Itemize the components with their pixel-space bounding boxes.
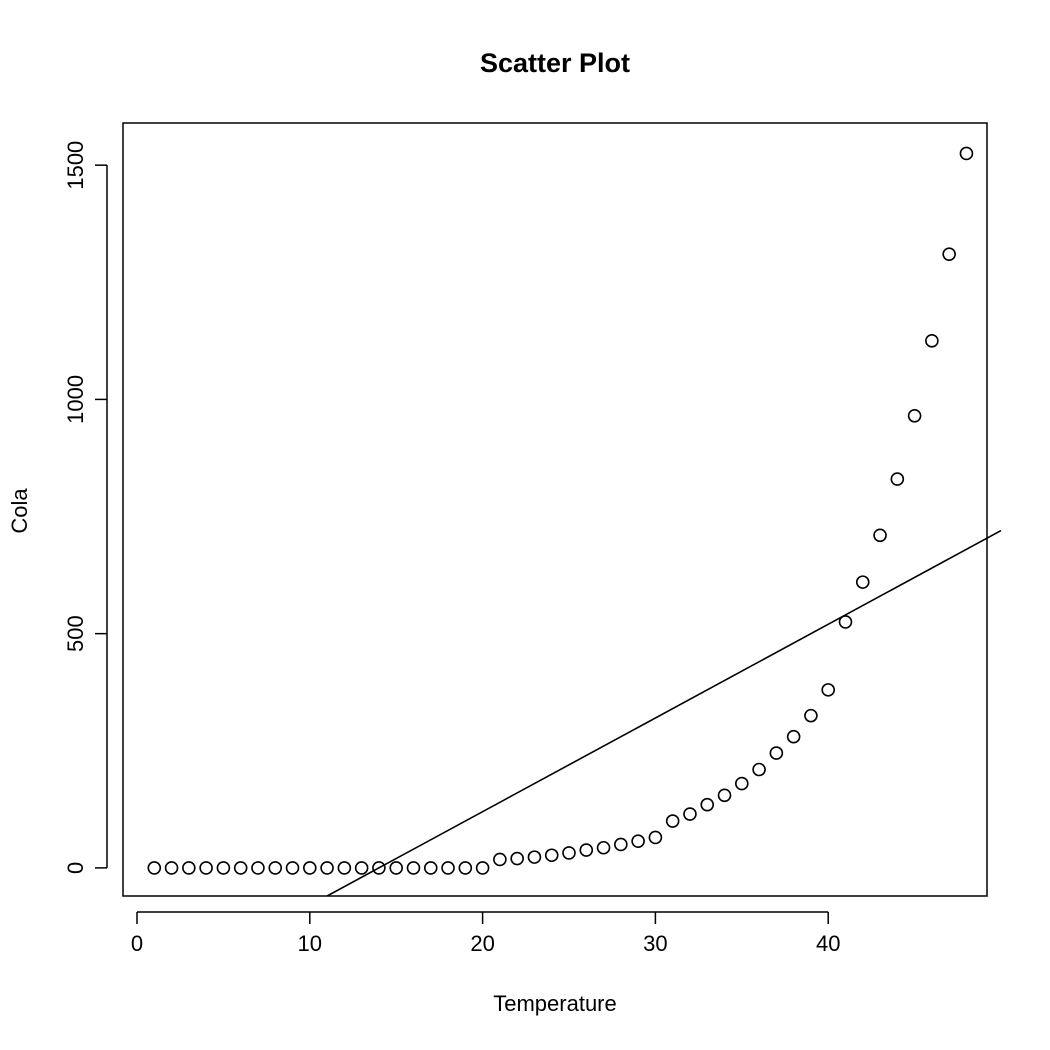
data-point xyxy=(804,708,818,723)
data-point xyxy=(959,146,974,161)
y-tick-label: 0 xyxy=(63,862,88,874)
x-axis-label: Temperature xyxy=(493,991,617,1016)
data-point xyxy=(717,788,732,803)
x-tick-label: 40 xyxy=(816,931,840,956)
data-point xyxy=(544,848,559,863)
data-point xyxy=(337,861,352,875)
data-point xyxy=(251,861,265,875)
data-point xyxy=(458,861,473,875)
fit-line-layer xyxy=(326,529,1002,897)
data-point xyxy=(700,797,715,812)
data-point xyxy=(372,861,386,875)
y-tick-label: 1000 xyxy=(63,375,88,424)
x-tick-label: 0 xyxy=(131,931,143,956)
data-point xyxy=(665,814,680,828)
data-point xyxy=(562,846,576,860)
data-point xyxy=(579,843,594,857)
data-point xyxy=(147,861,162,875)
data-point xyxy=(233,861,248,875)
data-point xyxy=(734,776,749,791)
data-point xyxy=(510,851,524,866)
data-point xyxy=(648,830,663,845)
data-point xyxy=(423,861,438,875)
x-axis: 0 10 20 30 40 xyxy=(131,911,840,956)
data-point xyxy=(769,746,784,760)
y-tick-label: 500 xyxy=(63,615,88,652)
data-point xyxy=(182,861,196,875)
data-point xyxy=(838,615,853,629)
data-point xyxy=(302,861,317,875)
x-tick-label: 30 xyxy=(643,931,667,956)
data-point xyxy=(596,840,611,855)
chart-title: Scatter Plot xyxy=(480,48,630,78)
data-point xyxy=(475,861,490,875)
data-point xyxy=(821,683,836,697)
data-point xyxy=(199,861,213,875)
data-point xyxy=(942,247,956,261)
data-point xyxy=(631,834,645,848)
data-point xyxy=(527,850,542,864)
data-point xyxy=(873,528,887,543)
data-point xyxy=(614,837,628,852)
data-point xyxy=(406,861,421,875)
data-point xyxy=(683,807,697,821)
data-point xyxy=(320,861,334,875)
y-axis-label: Cola xyxy=(7,488,32,534)
data-point xyxy=(285,861,300,875)
data-point xyxy=(354,861,369,875)
points-layer xyxy=(147,146,974,875)
data-point xyxy=(925,334,939,348)
x-tick-label: 20 xyxy=(470,931,494,956)
data-point xyxy=(907,409,922,423)
data-point xyxy=(855,575,870,589)
x-tick-label: 10 xyxy=(298,931,322,956)
data-point xyxy=(493,852,507,867)
data-point xyxy=(216,861,231,875)
data-point xyxy=(890,472,905,486)
data-point xyxy=(441,861,455,875)
y-axis: 0 500 1000 1500 xyxy=(63,141,108,874)
y-tick-label: 1500 xyxy=(63,141,88,190)
data-point xyxy=(164,861,179,875)
regression-line xyxy=(326,529,1002,897)
data-point xyxy=(268,861,283,875)
data-point xyxy=(786,729,801,744)
data-point xyxy=(752,762,766,777)
plot-frame xyxy=(122,122,988,897)
data-point xyxy=(389,861,404,875)
